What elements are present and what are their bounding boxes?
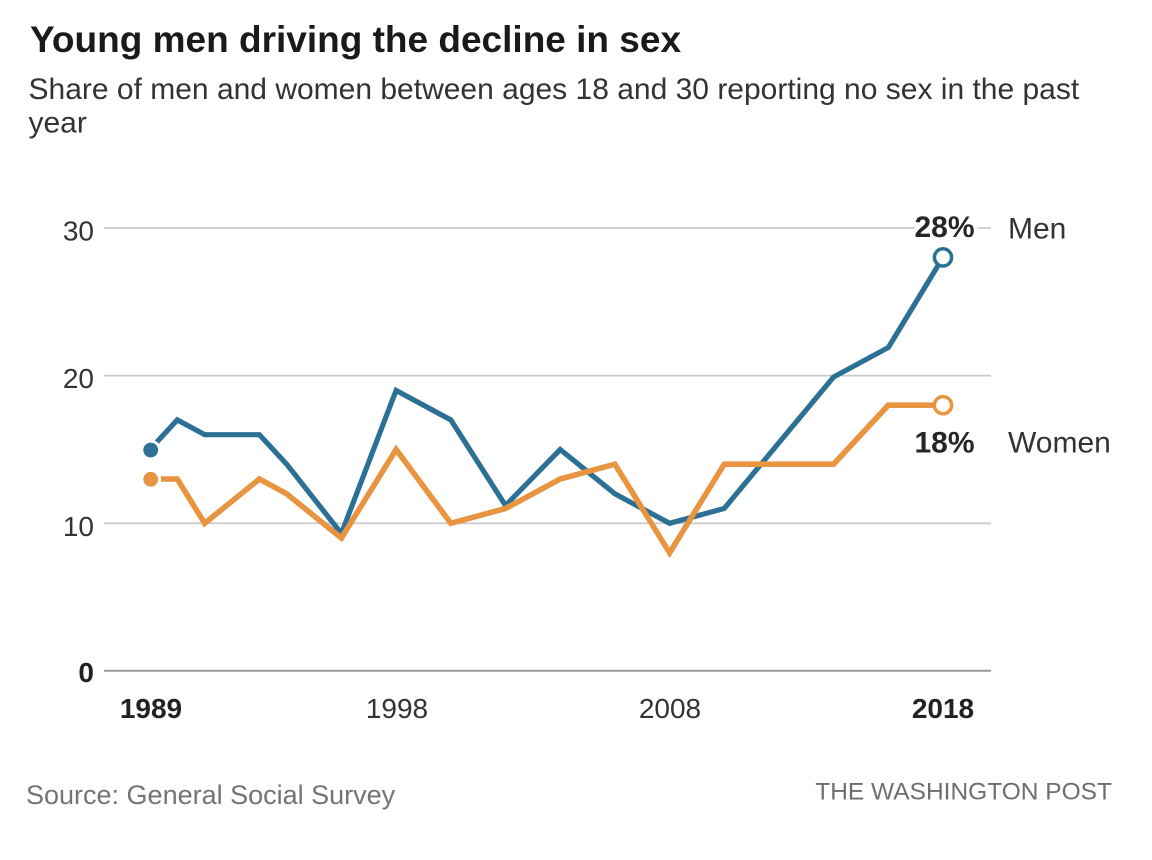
svg-text:Young men driving the decline: Young men driving the decline in sex	[30, 19, 681, 60]
svg-text:Men: Men	[1008, 212, 1066, 245]
svg-text:10: 10	[63, 511, 94, 542]
svg-text:2018: 2018	[912, 693, 974, 724]
svg-text:year: year	[29, 107, 87, 140]
svg-text:2008: 2008	[639, 693, 701, 724]
svg-text:Source: General Social Survey: Source: General Social Survey	[26, 780, 396, 810]
svg-text:Women: Women	[1008, 426, 1111, 459]
svg-text:20: 20	[63, 363, 94, 394]
svg-text:0: 0	[78, 657, 94, 688]
svg-text:30: 30	[63, 216, 94, 247]
svg-text:18%: 18%	[914, 427, 974, 460]
svg-text:1989: 1989	[120, 693, 182, 724]
svg-text:THE WASHINGTON POST: THE WASHINGTON POST	[815, 779, 1112, 806]
svg-text:1998: 1998	[366, 693, 428, 724]
svg-text:Share of men and women between: Share of men and women between ages 18 a…	[29, 73, 1080, 106]
svg-text:28%: 28%	[914, 211, 974, 244]
